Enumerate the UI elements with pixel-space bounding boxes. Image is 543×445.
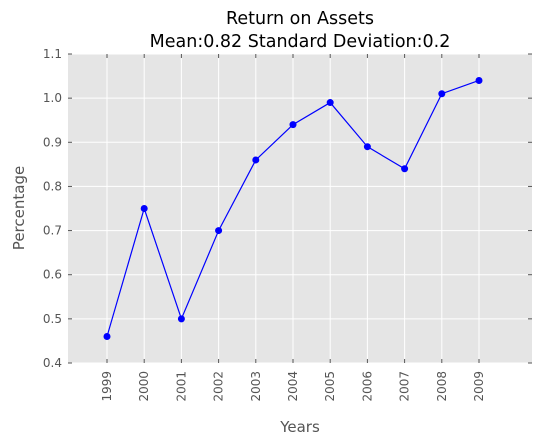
data-point xyxy=(140,205,148,212)
data-point xyxy=(401,165,409,173)
y-tick-label: 0.6 xyxy=(43,268,62,282)
y-axis-label: Percentage xyxy=(10,166,28,250)
x-tick-label: 2000 xyxy=(137,371,151,402)
x-tick-label: 2003 xyxy=(249,371,263,402)
data-point xyxy=(252,156,260,164)
y-tick-label: 0.9 xyxy=(43,135,62,149)
y-tick-label: 0.5 xyxy=(43,312,62,326)
y-tick-label: 0.8 xyxy=(43,179,62,193)
x-tick-label: 2004 xyxy=(286,371,300,402)
x-tick-label: 1999 xyxy=(100,371,114,402)
grid-lines xyxy=(68,53,532,364)
y-tick-label: 1.1 xyxy=(43,47,62,61)
x-tick-label: 2009 xyxy=(472,371,486,402)
plot-area xyxy=(68,54,532,363)
data-point xyxy=(363,143,371,151)
data-point xyxy=(289,121,297,129)
data-point xyxy=(177,315,185,323)
data-point xyxy=(103,333,111,341)
y-tick-label: 0.7 xyxy=(43,224,62,238)
x-tick-label: 2008 xyxy=(435,371,449,402)
x-tick-labels: 1999 2000 2001 2002 2003 2004 2005 2006 2007 2008… xyxy=(100,371,486,402)
x-tick-label: 2006 xyxy=(360,371,374,402)
y-tick-labels: 0.4 0.5 0.6 0.7 0.8 0.9 1.0 1.1 xyxy=(43,47,62,370)
data-point xyxy=(215,227,223,235)
chart-subtitle: Mean:0.82 Standard Deviation:0.2 xyxy=(150,32,451,52)
x-tick-label: 2007 xyxy=(398,371,412,402)
x-tick-label: 2002 xyxy=(212,371,226,402)
chart-title: Return on Assets xyxy=(226,9,374,29)
axis-ticks xyxy=(68,53,532,364)
data-point xyxy=(326,99,334,107)
data-markers xyxy=(103,76,483,341)
y-tick-label: 0.4 xyxy=(43,356,62,370)
x-axis-label: Years xyxy=(279,418,320,436)
data-point xyxy=(438,90,446,98)
x-tick-label: 2005 xyxy=(323,371,337,402)
x-tick-label: 2001 xyxy=(174,371,188,402)
data-point xyxy=(475,76,483,84)
y-tick-label: 1.0 xyxy=(43,91,62,105)
